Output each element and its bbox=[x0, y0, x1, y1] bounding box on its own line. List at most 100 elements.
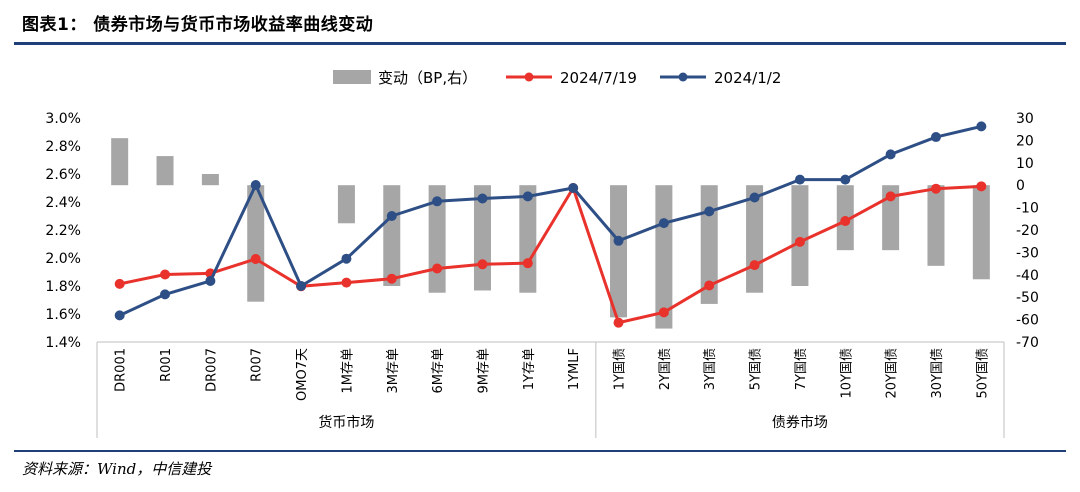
y-left-tick-label: 1.8% bbox=[45, 279, 81, 295]
data-point bbox=[160, 269, 171, 280]
data-point bbox=[658, 218, 669, 229]
y-right-tick-label: 0 bbox=[1016, 178, 1025, 194]
source-note: 资料来源：Wind，中信建投 bbox=[22, 460, 212, 478]
data-point bbox=[114, 310, 125, 321]
x-tick-label: 9M存单 bbox=[476, 348, 491, 394]
x-tick-label: R001 bbox=[159, 348, 174, 382]
data-point bbox=[840, 174, 851, 185]
x-group-label: 货币市场 bbox=[318, 414, 374, 431]
series-line bbox=[119, 124, 982, 317]
y-right-tick-label: -40 bbox=[1016, 268, 1039, 284]
data-point bbox=[250, 253, 261, 264]
bar-change bbox=[383, 185, 401, 286]
bar-change bbox=[927, 185, 945, 266]
x-tick-label: 20Y国债 bbox=[885, 348, 900, 398]
bar-change bbox=[882, 185, 900, 251]
bar-change bbox=[201, 174, 219, 186]
bar-change bbox=[791, 185, 809, 286]
y-left-tick-label: 3.0% bbox=[45, 111, 81, 127]
data-point bbox=[704, 280, 715, 291]
data-point bbox=[114, 278, 125, 289]
bar-change bbox=[428, 185, 446, 293]
bar-series bbox=[111, 138, 990, 329]
data-point bbox=[386, 211, 397, 221]
x-axis: DR001 R001 DR007 R007 OMO7天 1M存单 3M存单 6M存单 9M存单 1… bbox=[96, 341, 1005, 438]
y-right-tick-label: -60 bbox=[1016, 313, 1039, 329]
y-left-tick-label: 2.6% bbox=[45, 167, 81, 183]
data-point bbox=[477, 193, 488, 204]
y-left-tick-label: 2.2% bbox=[45, 223, 81, 239]
data-point bbox=[930, 132, 941, 143]
x-tick-label: 5Y国债 bbox=[749, 348, 764, 390]
y-right-tick-label: 20 bbox=[1016, 133, 1034, 149]
x-group-label: 债券市场 bbox=[772, 414, 828, 431]
x-tick-label: 1Y国债 bbox=[613, 348, 628, 390]
y-right-tick-label: -50 bbox=[1016, 290, 1039, 306]
legend-label-line: 2024/1/2 bbox=[714, 69, 781, 87]
bar-change bbox=[247, 185, 265, 302]
data-point bbox=[976, 181, 987, 192]
x-tick-label: R007 bbox=[250, 348, 265, 382]
y-left-tick-label: 2.4% bbox=[45, 195, 81, 211]
data-point bbox=[885, 149, 896, 160]
legend-marker bbox=[524, 72, 534, 82]
data-point bbox=[386, 273, 397, 284]
y-left-tick-label: 2.0% bbox=[45, 251, 81, 267]
x-tick-label: DR001 bbox=[114, 348, 129, 392]
data-point bbox=[749, 192, 760, 203]
chart-legend: 变动（BP,右） 2024/7/19 2024/1/2 bbox=[333, 69, 781, 87]
data-point bbox=[840, 216, 851, 227]
bar-change bbox=[610, 185, 628, 318]
data-point bbox=[794, 174, 805, 185]
data-point bbox=[885, 191, 896, 202]
data-point bbox=[432, 263, 443, 274]
legend-swatch-bar bbox=[333, 70, 371, 84]
data-point bbox=[522, 258, 533, 269]
x-tick-label: 1YMLF bbox=[567, 348, 582, 390]
y-axis-left: 3.0% 2.8% 2.6% 2.4% 2.2% 2.0% 1.8% 1.6% 1.4% bbox=[45, 111, 81, 351]
yield-curve-chart: 变动（BP,右） 2024/7/19 2024/1/2 3.0% 2.8% 2.6% 2.4… bbox=[45, 69, 1039, 438]
bar-change bbox=[700, 185, 718, 304]
data-point bbox=[341, 253, 352, 264]
data-point bbox=[704, 206, 715, 217]
data-point bbox=[205, 275, 216, 286]
x-tick-label: 1Y存单 bbox=[522, 348, 537, 390]
data-point bbox=[794, 236, 805, 247]
x-tick-label: 2Y国债 bbox=[658, 348, 673, 390]
x-tick-label: 3Y国债 bbox=[703, 348, 718, 390]
y-right-tick-label: 30 bbox=[1016, 111, 1034, 127]
data-point bbox=[341, 277, 352, 288]
x-tick-label: 7Y国债 bbox=[794, 348, 809, 390]
footer-rule bbox=[14, 450, 1066, 452]
y-right-tick-label: -30 bbox=[1016, 245, 1039, 261]
x-tick-label: 3M存单 bbox=[386, 348, 401, 394]
legend-label-line: 2024/7/19 bbox=[560, 69, 637, 87]
y-axis-right: 30 20 10 0 -10 -20 -30 -40 -50 -60 -70 bbox=[1016, 111, 1039, 351]
legend-marker bbox=[678, 72, 688, 82]
title-rule bbox=[14, 42, 1066, 45]
data-point bbox=[930, 183, 941, 194]
x-tick-label: 6M存单 bbox=[431, 348, 446, 394]
y-left-tick-label: 1.4% bbox=[45, 335, 81, 351]
x-tick-label: DR007 bbox=[204, 348, 219, 392]
line-series bbox=[114, 181, 987, 328]
data-point bbox=[613, 235, 624, 246]
data-point bbox=[160, 289, 171, 300]
bar-change bbox=[519, 185, 537, 293]
data-point bbox=[522, 191, 533, 202]
y-right-tick-label: -70 bbox=[1016, 335, 1039, 351]
bar-change bbox=[156, 156, 174, 186]
data-point bbox=[296, 281, 307, 291]
y-right-tick-label: 10 bbox=[1016, 156, 1034, 172]
x-tick-label: 1M存单 bbox=[340, 348, 355, 394]
data-point bbox=[749, 260, 760, 271]
data-point bbox=[613, 317, 624, 328]
data-point bbox=[250, 180, 261, 191]
data-point bbox=[477, 259, 488, 270]
figure-title: 图表1： 债券市场与货币市场收益率曲线变动 bbox=[22, 15, 374, 35]
x-tick-label: 50Y国债 bbox=[975, 348, 990, 398]
x-tick-label: OMO7天 bbox=[295, 348, 310, 401]
legend-label-bar: 变动（BP,右） bbox=[378, 69, 477, 87]
series-line bbox=[119, 184, 982, 325]
data-point bbox=[658, 307, 669, 318]
